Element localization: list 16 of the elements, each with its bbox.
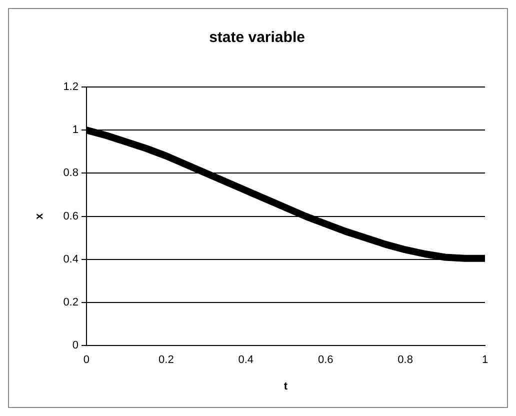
y-tick-label: 1	[72, 124, 78, 136]
y-tick-label: 0.2	[63, 296, 78, 309]
x-tick-label: 0.8	[398, 354, 413, 366]
y-tick-label: 0	[72, 340, 78, 352]
x-tick-label: 0.6	[318, 354, 334, 366]
y-tick-label: 0.4	[63, 253, 78, 266]
x-tick-label: 1	[482, 354, 488, 366]
x-tick-label: 0.4	[238, 354, 254, 366]
y-tick-label: 0.6	[63, 210, 78, 222]
x-tick-label: 0.2	[158, 354, 174, 366]
x-axis-title: t	[284, 380, 288, 392]
y-tick-label: 1.2	[63, 81, 78, 94]
y-tick-label: 0.8	[63, 167, 78, 180]
chart-title: state variable	[209, 29, 305, 46]
y-axis-title: x	[34, 212, 46, 220]
x-tick-label: 0	[83, 354, 90, 366]
